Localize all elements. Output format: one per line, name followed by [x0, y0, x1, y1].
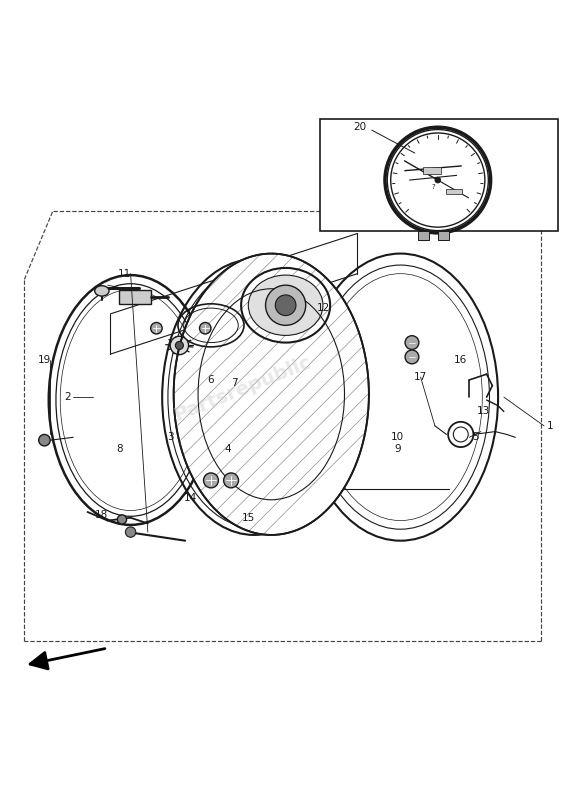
Text: Partsrepublic: Partsrepublic: [171, 352, 314, 425]
Circle shape: [170, 336, 189, 354]
Text: 11: 11: [118, 269, 132, 278]
Circle shape: [204, 473, 219, 488]
Text: 14: 14: [184, 493, 197, 502]
Text: 15: 15: [242, 513, 255, 522]
Circle shape: [175, 342, 183, 350]
Circle shape: [117, 515, 126, 524]
Ellipse shape: [248, 275, 323, 335]
Text: 19: 19: [38, 355, 51, 365]
Circle shape: [265, 285, 306, 326]
Text: 7: 7: [231, 378, 237, 388]
Circle shape: [39, 434, 50, 446]
Text: 8: 8: [116, 444, 122, 454]
Bar: [320, 118, 559, 230]
Text: 20: 20: [354, 122, 367, 132]
Bar: [119, 290, 151, 304]
Circle shape: [275, 295, 296, 315]
Text: 5: 5: [472, 432, 478, 442]
Circle shape: [405, 336, 419, 350]
Bar: [447, 189, 463, 194]
Circle shape: [391, 133, 485, 227]
Bar: [438, 231, 449, 240]
Ellipse shape: [95, 286, 109, 296]
Circle shape: [200, 322, 211, 334]
Text: 3: 3: [167, 432, 174, 442]
Text: 9: 9: [394, 444, 401, 454]
Bar: [424, 167, 441, 174]
Text: 2: 2: [64, 392, 71, 402]
Text: 13: 13: [477, 406, 490, 417]
Polygon shape: [174, 254, 369, 535]
Text: 12: 12: [316, 303, 329, 313]
Text: ?: ?: [432, 184, 435, 190]
Bar: [418, 231, 429, 240]
Text: 1: 1: [546, 421, 553, 431]
Circle shape: [435, 178, 441, 183]
Text: 16: 16: [454, 355, 467, 365]
Circle shape: [125, 527, 136, 538]
Text: 6: 6: [208, 375, 214, 385]
Text: 17: 17: [414, 372, 427, 382]
Circle shape: [151, 322, 162, 334]
Text: 18: 18: [95, 510, 108, 520]
Text: 4: 4: [225, 444, 231, 454]
Text: 10: 10: [391, 432, 404, 442]
Circle shape: [405, 350, 419, 364]
Circle shape: [224, 473, 238, 488]
